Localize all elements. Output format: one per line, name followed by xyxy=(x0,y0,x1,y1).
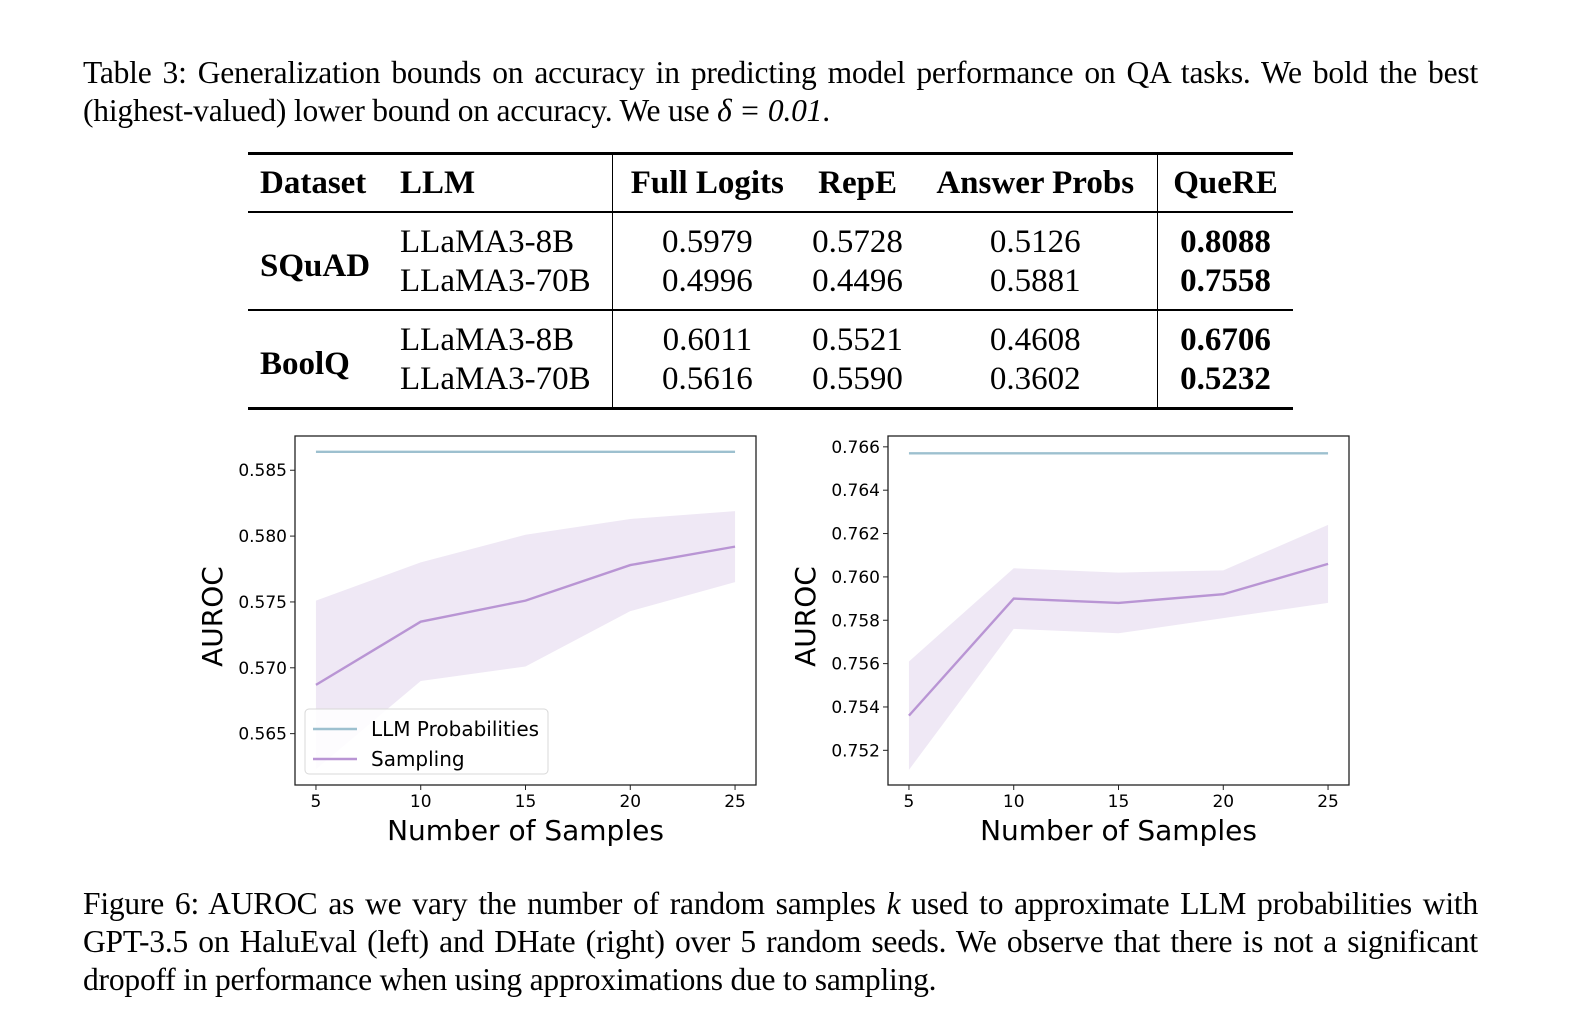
header-quere: QueRE xyxy=(1157,153,1293,213)
figure-caption-k: k xyxy=(886,886,901,921)
y-tick-label: 0.585 xyxy=(238,461,287,481)
quere-cell: 0.8088 xyxy=(1180,224,1271,260)
y-tick-label: 0.570 xyxy=(238,659,287,679)
header-full-logits: Full Logits xyxy=(612,153,802,213)
table-header-row: Dataset LLM Full Logits RepE Answer Prob… xyxy=(248,153,1293,213)
table-row: SQuAD LLaMA3-8B 0.5979 0.5728 0.5126 0.8… xyxy=(248,212,1293,311)
llm-cell: LLaMA3-70B xyxy=(400,262,613,311)
x-tick-label: 5 xyxy=(311,792,322,812)
llm-cell: LLaMA3-8B xyxy=(400,310,613,360)
figure-caption-text: Figure 6: AUROC as we vary the number of… xyxy=(83,886,887,921)
answer-probs-cell: 0.5126 xyxy=(913,212,1159,262)
quere-cell: 0.7558 xyxy=(1157,262,1293,311)
y-tick-label: 0.580 xyxy=(238,527,287,547)
legend-label: LLM Probabilities xyxy=(371,717,539,741)
figure-caption-text-rest: used to approximate LLM probabilities wi… xyxy=(83,886,1478,997)
llm-cell: LLaMA3-70B xyxy=(400,360,613,409)
chart-legend: LLM Probabilities Sampling xyxy=(304,708,549,775)
figure-caption: Figure 6: AUROC as we vary the number of… xyxy=(83,885,1478,999)
table-caption-end: . xyxy=(822,93,830,128)
results-table: Dataset LLM Full Logits RepE Answer Prob… xyxy=(248,152,1293,410)
table-row: BoolQ LLaMA3-8B 0.6011 0.5521 0.4608 0.6… xyxy=(248,310,1293,382)
repe-cell: 0.4496 xyxy=(801,262,914,311)
sampling-line xyxy=(315,545,736,686)
plot-area xyxy=(315,450,736,770)
x-tick-label: 15 xyxy=(515,792,537,812)
y-tick-label: 0.565 xyxy=(238,725,287,745)
llm-cell: LLaMA3-8B xyxy=(400,212,613,262)
full-logits-cell: 0.4996 xyxy=(612,262,802,311)
y-axis-title: AUROC xyxy=(196,566,229,667)
full-logits-cell: 0.6011 xyxy=(662,322,753,358)
x-axis-title: Number of Samples xyxy=(387,814,664,847)
dataset-cell: SQuAD xyxy=(248,212,400,311)
x-tick-label: 10 xyxy=(410,792,432,812)
repe-cell: 0.5728 xyxy=(812,224,903,260)
table-caption: Table 3: Generalization bounds on accura… xyxy=(83,54,1478,130)
header-repe: RepE xyxy=(801,153,914,213)
answer-probs-cell: 0.3602 xyxy=(913,360,1159,409)
header-answer-probs: Answer Probs xyxy=(913,153,1159,213)
y-tick-label: 0.575 xyxy=(238,593,287,613)
legend-box xyxy=(304,708,549,775)
quere-cell: 0.5232 xyxy=(1180,361,1271,397)
header-dataset: Dataset xyxy=(248,153,400,213)
sampling-confidence-band xyxy=(315,511,736,770)
x-tick-label: 25 xyxy=(724,792,746,812)
full-logits-cell: 0.5979 xyxy=(661,224,753,260)
header-llm: LLM xyxy=(400,153,613,213)
x-tick-label: 20 xyxy=(619,792,641,812)
legend-label: Sampling xyxy=(371,747,465,771)
table-row: LLaMA3-70B 0.4996 0.4496 0.5881 0.7558 xyxy=(248,262,1293,311)
answer-probs-cell: 0.5881 xyxy=(913,262,1159,311)
repe-cell: 0.5590 xyxy=(812,361,903,397)
table-row: LLaMA3-70B 0.5616 0.5590 0.3602 0.5232 xyxy=(248,360,1293,409)
table-caption-math: δ = 0.01 xyxy=(717,93,823,128)
quere-cell: 0.6706 xyxy=(1180,322,1271,358)
dataset-cell: BoolQ xyxy=(260,345,350,382)
table-caption-text: Table 3: Generalization bounds on accura… xyxy=(83,55,1478,128)
repe-cell: 0.5521 xyxy=(812,322,903,358)
full-logits-cell: 0.5616 xyxy=(661,361,753,397)
answer-probs-cell: 0.4608 xyxy=(913,310,1159,360)
